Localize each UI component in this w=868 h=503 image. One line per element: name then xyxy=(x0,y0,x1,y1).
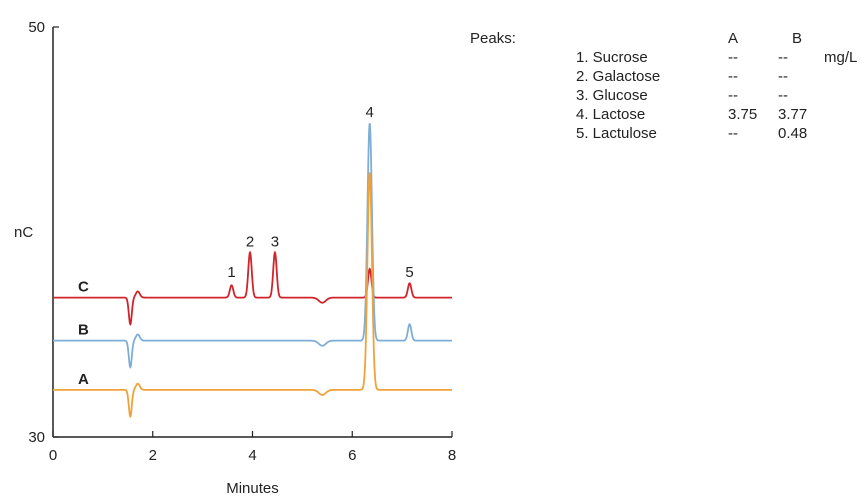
peak-value-b: 0.48 xyxy=(778,125,808,142)
y-tick-label: 50 xyxy=(28,19,45,36)
peak-value-b: -- xyxy=(778,68,788,85)
peak-name: 1. Sucrose xyxy=(576,49,648,66)
x-tick-label: 8 xyxy=(448,447,456,464)
peak-value-b: -- xyxy=(778,49,788,66)
peak-label: 1 xyxy=(227,264,235,281)
y-tick-label: 30 xyxy=(28,429,45,446)
series-label-b: B xyxy=(78,322,89,339)
peak-value-a: -- xyxy=(728,49,738,66)
series-label-c: C xyxy=(78,279,89,296)
chart-axes: 0 2 4 6 8 30 50 Minutes nC xyxy=(14,19,456,497)
peak-label: 5 xyxy=(405,264,413,281)
peak-name: 4. Lactose xyxy=(576,106,646,123)
peak-label: 4 xyxy=(366,104,374,121)
peak-label: 2 xyxy=(246,233,254,250)
peak-value-a: -- xyxy=(728,87,738,104)
peak-value-a: -- xyxy=(728,125,738,142)
peak-value-b: -- xyxy=(778,87,788,104)
x-tick-label: 2 xyxy=(149,447,157,464)
x-axis-title: Minutes xyxy=(226,480,279,497)
peak-value-a: 3.75 xyxy=(728,106,758,123)
column-header-a: A xyxy=(728,30,739,47)
series-label-a: A xyxy=(78,371,89,388)
peak-value-a: -- xyxy=(728,68,738,85)
chart-labels: C B A 12 3 4 5 xyxy=(78,104,414,388)
unit-label: mg/L xyxy=(824,49,858,66)
trace-a xyxy=(53,172,452,419)
peak-name: 5. Lactulose xyxy=(576,125,657,142)
peak-value-b: 3.77 xyxy=(778,106,808,123)
peaks-title: Peaks: xyxy=(470,30,516,47)
x-tick-label: 6 xyxy=(348,447,356,464)
column-header-b: B xyxy=(792,30,803,47)
y-axis-title: nC xyxy=(14,224,33,241)
trace-c xyxy=(53,250,452,326)
x-tick-label: 4 xyxy=(248,447,256,464)
x-tick-label: 0 xyxy=(49,447,57,464)
trace-b xyxy=(53,123,452,369)
peak-name: 2. Galactose xyxy=(576,68,661,85)
chart-traces xyxy=(53,123,452,419)
peak-label: 3 xyxy=(271,233,279,250)
peak-name: 3. Glucose xyxy=(576,87,648,104)
